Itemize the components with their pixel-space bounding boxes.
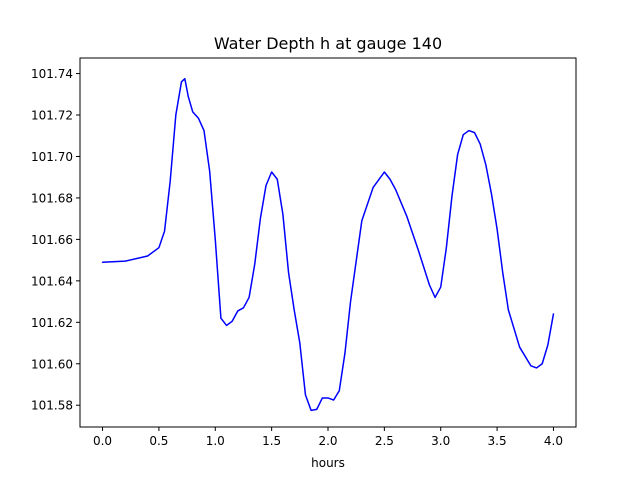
y-axis: 101.58 101.60 101.62 101.64 101.66 101.68 101.… <box>31 67 80 413</box>
y-tick-label: 101.64 <box>31 274 73 288</box>
x-tick-label: 2.0 <box>318 434 337 448</box>
y-tick-label: 101.74 <box>31 67 73 81</box>
x-tick-label: 0.0 <box>93 434 112 448</box>
series-line <box>101 77 555 412</box>
x-axis-label: hours <box>311 456 345 470</box>
x-axis: 0.0 0.5 1.0 1.5 2.0 2.5 3.0 3.5 4.0 <box>93 427 563 448</box>
x-tick-label: 0.5 <box>149 434 168 448</box>
plot-area <box>101 77 555 412</box>
y-tick-label: 101.62 <box>31 316 73 330</box>
x-tick-label: 3.5 <box>488 434 507 448</box>
x-tick-label: 2.5 <box>375 434 394 448</box>
y-tick-label: 101.66 <box>31 233 73 247</box>
y-tick-label: 101.60 <box>31 357 73 371</box>
x-tick-label: 4.0 <box>544 434 563 448</box>
y-tick-label: 101.72 <box>31 109 73 123</box>
chart-title: Water Depth h at gauge 140 <box>214 34 442 53</box>
x-tick-label: 1.5 <box>262 434 281 448</box>
x-tick-label: 3.0 <box>431 434 450 448</box>
y-tick-label: 101.68 <box>31 191 73 205</box>
y-tick-label: 101.70 <box>31 150 73 164</box>
x-tick-label: 1.0 <box>206 434 225 448</box>
y-tick-label: 101.58 <box>31 399 73 413</box>
